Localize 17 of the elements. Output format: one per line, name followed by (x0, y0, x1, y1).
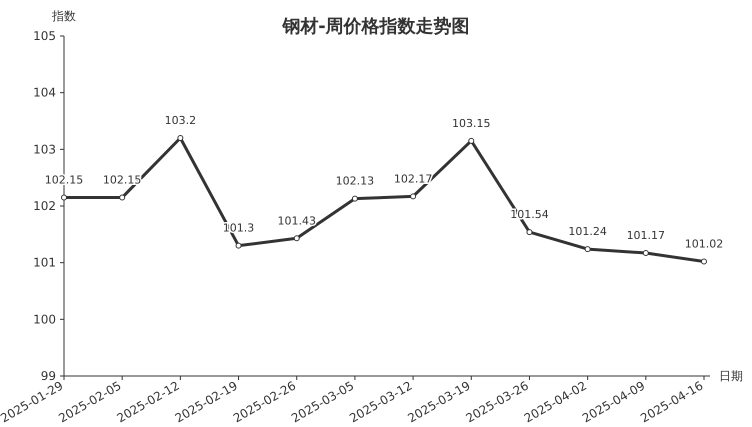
label: 101.17 (626, 229, 666, 242)
y-tick-label: 104 (33, 86, 56, 100)
label: 101.02 (684, 238, 724, 251)
label: 103.15 (452, 116, 491, 130)
label: 103.2 (164, 114, 196, 127)
label: 101.24 (568, 225, 607, 238)
title: 钢材-周价格指数走势图 (282, 16, 470, 37)
y-tick-label: 102 (33, 199, 56, 213)
x-axis-title: 日期 (719, 369, 743, 383)
label: 101.43 (277, 214, 316, 228)
y-tick-label: 105 (33, 29, 56, 43)
y-tick-label: 100 (33, 312, 56, 326)
y-tick-label: 101 (33, 256, 56, 270)
label: 102.13 (336, 174, 374, 188)
y-tick-label: 103 (33, 142, 56, 156)
y-tick-label: 99 (40, 369, 56, 383)
y-axis-title: 指数 (51, 9, 76, 23)
